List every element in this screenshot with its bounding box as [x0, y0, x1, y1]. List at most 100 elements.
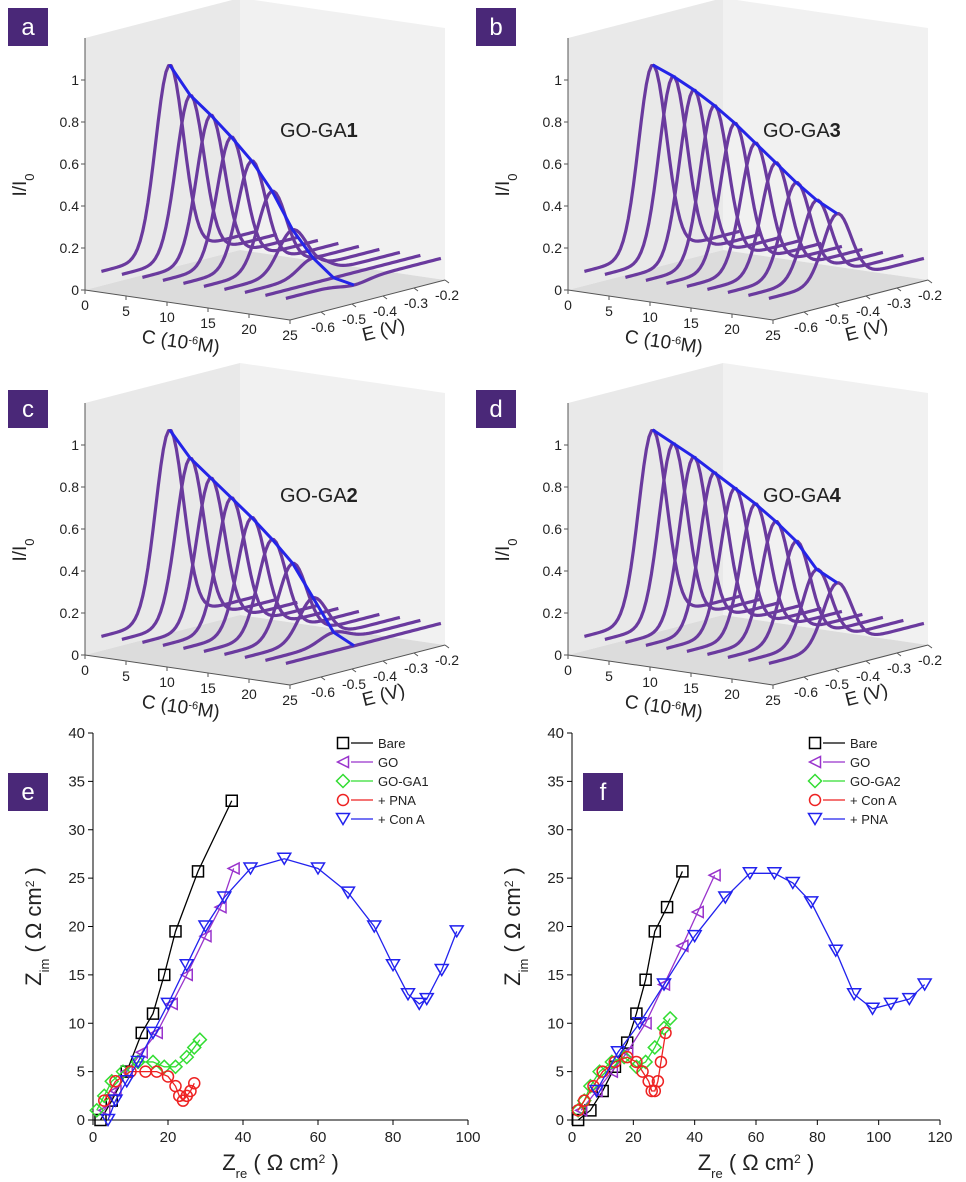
legend-label: GO: [850, 755, 870, 770]
panel-letter: f: [600, 779, 607, 806]
marker: [676, 865, 689, 878]
e-tick: [413, 652, 419, 657]
z-tick-label: 0.8: [60, 114, 80, 130]
c-axis-label-part: C (10: [623, 692, 672, 719]
z-tick-label: 1: [554, 72, 562, 88]
z-tick-label: 0.8: [543, 479, 563, 495]
marker: [192, 1032, 208, 1048]
c-axis-label-part: -6: [188, 699, 199, 712]
marker: [620, 1045, 634, 1059]
marker: [596, 1084, 609, 1098]
voltammogram: [265, 618, 421, 662]
voltammogram: [747, 567, 904, 662]
x-axis-label: Zre ( Ω cm2 ): [222, 1150, 339, 1181]
marker: [639, 973, 652, 986]
peak-envelope: [651, 428, 838, 585]
marker: [366, 920, 383, 934]
x-axis-label-part: 2: [319, 1152, 326, 1166]
c-axis: [84, 289, 291, 321]
panel-label: GO-GA1: [280, 120, 358, 142]
voltammogram: [645, 471, 802, 647]
marker: [662, 1010, 678, 1026]
c-tick-label: 10: [159, 309, 175, 325]
panel-badge: [8, 390, 48, 428]
marker: [654, 1055, 668, 1069]
c-tick-label: 15: [200, 315, 216, 331]
panel-label-part: 3: [830, 120, 841, 142]
e-axis: [772, 279, 929, 321]
z-tick-label: 0.4: [543, 563, 563, 579]
z-axis-label-part: 0: [22, 538, 37, 545]
marker: [648, 925, 662, 938]
marker: [310, 862, 326, 876]
voltammogram: [686, 141, 843, 288]
legend-marker: [336, 736, 350, 750]
z-tick-label: 0.6: [60, 156, 80, 172]
y-tick-label: 35: [547, 773, 564, 790]
x-axis-label-part: Z: [698, 1150, 711, 1175]
c-axis-label: C (10-6M): [140, 692, 221, 724]
voltammogram: [665, 486, 822, 650]
e-tick-label: -0.3: [404, 295, 428, 311]
x-tick-label: 40: [235, 1129, 252, 1146]
marker: [89, 1102, 105, 1118]
legend-marker: [808, 793, 822, 807]
marker: [124, 1065, 137, 1078]
y-tick-label: 10: [547, 1015, 564, 1032]
marker: [645, 1084, 658, 1098]
e-axis-label: E (V): [843, 315, 890, 346]
x-axis-label-part: ): [801, 1150, 814, 1175]
c-tick-label: 15: [683, 315, 699, 331]
marker: [578, 1094, 591, 1107]
z-tick-label: 0: [554, 282, 562, 298]
c-tick-label: 10: [642, 674, 658, 690]
e-tick: [320, 676, 326, 681]
fit-line: [103, 868, 235, 1111]
c-tick-label: 25: [765, 692, 781, 708]
legend-marker: [335, 755, 350, 769]
panel-label-part: GO-GA: [280, 120, 347, 142]
y-tick-label: 40: [68, 725, 85, 742]
voltammogram: [604, 442, 761, 641]
e-tick-label: -0.5: [342, 676, 366, 692]
legend-marker: [807, 812, 823, 826]
z-tick-label: 0.6: [543, 156, 563, 172]
marker: [448, 925, 465, 939]
e-axis-label: E (V): [360, 315, 407, 346]
marker: [584, 1104, 597, 1117]
y-axis-label: Zim ( Ω cm2 ): [500, 867, 531, 986]
e-tick: [865, 295, 871, 300]
voltammogram: [583, 63, 740, 273]
panel-label: GO-GA3: [763, 120, 841, 142]
marker: [145, 1026, 161, 1040]
panel-badge: [8, 8, 48, 46]
z-tick-label: 0.2: [543, 240, 563, 256]
marker: [588, 1084, 605, 1098]
z-axis-label: I/I0: [10, 173, 37, 196]
legend-label: GO: [378, 755, 398, 770]
marker: [184, 1084, 197, 1098]
e-tick-label: -0.5: [825, 676, 849, 692]
y-axis-label-part: ( Ω cm: [500, 887, 525, 958]
marker: [164, 997, 178, 1011]
z-tick-label: 0.6: [60, 521, 80, 537]
z-axis-label-part: 0: [22, 173, 37, 180]
panel-label-part: GO-GA: [763, 485, 830, 507]
e-tick-label: -0.3: [887, 295, 911, 311]
legend-marker: [336, 793, 350, 807]
left-wall: [568, 0, 723, 290]
e-tick-label: -0.4: [373, 668, 397, 684]
panel-label-part: 2: [347, 485, 358, 507]
z-axis-label-part: I/I: [493, 181, 514, 197]
marker: [149, 1026, 163, 1040]
marker: [433, 963, 450, 978]
panel-label-part: 1: [347, 120, 358, 142]
c-tick-label: 20: [241, 321, 257, 337]
e-tick: [834, 303, 840, 308]
marker: [150, 1065, 163, 1078]
c-tick-label: 25: [282, 692, 298, 708]
marker: [742, 867, 758, 881]
marker: [827, 944, 844, 958]
c-tick-label: 5: [605, 668, 613, 684]
